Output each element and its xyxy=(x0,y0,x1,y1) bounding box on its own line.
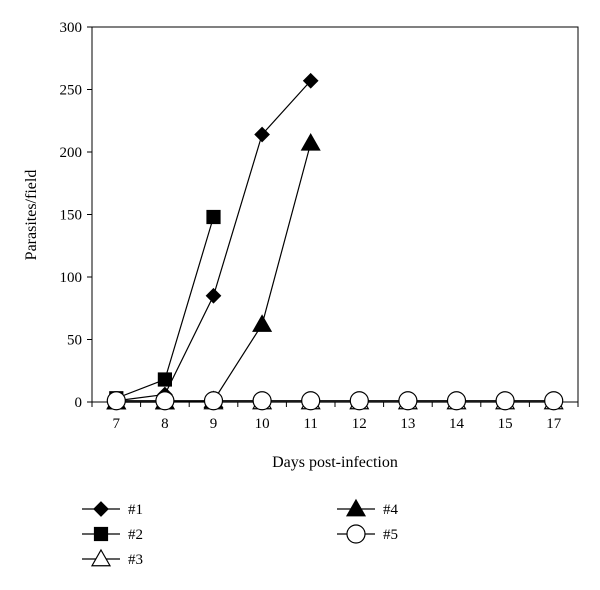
legend-label: #1 xyxy=(128,502,143,518)
x-tick-label: 17 xyxy=(546,416,562,432)
data-point xyxy=(446,391,467,411)
series-line xyxy=(116,80,312,402)
y-tick-label: 200 xyxy=(60,145,83,161)
legend-label: #4 xyxy=(383,502,399,518)
y-tick-label: 0 xyxy=(75,395,83,411)
x-tick-label: 13 xyxy=(400,416,415,432)
data-point xyxy=(398,391,418,411)
legend-item-4: #4 xyxy=(337,498,399,518)
data-point xyxy=(203,391,224,411)
series-1 xyxy=(108,72,319,409)
legend: #1 #2 #3 #4 #5 xyxy=(82,498,399,568)
legend-item-2: #2 xyxy=(82,526,143,543)
data-point xyxy=(544,391,564,411)
legend-label: #5 xyxy=(383,527,398,543)
x-axis-title: Days post-infection xyxy=(272,454,398,471)
legend-label: #3 xyxy=(128,552,143,568)
data-point xyxy=(106,391,126,411)
x-tick-label: 11 xyxy=(303,416,317,432)
x-tick-label: 15 xyxy=(498,416,513,432)
data-point xyxy=(349,391,369,411)
legend-marker xyxy=(346,524,366,544)
series-5 xyxy=(106,391,564,411)
data-point xyxy=(252,391,272,411)
series-2 xyxy=(109,209,221,406)
x-axis: 7 8 9 10 11 12 13 14 15 17 xyxy=(91,402,579,432)
legend-marker xyxy=(93,501,109,517)
series-4 xyxy=(106,133,321,410)
data-point xyxy=(252,314,273,332)
series-line xyxy=(116,143,312,403)
legend-marker xyxy=(90,548,112,567)
y-axis: 0 50 100 150 200 250 300 xyxy=(60,20,92,411)
legend-item-5: #5 xyxy=(337,524,398,544)
data-point xyxy=(301,391,321,411)
legend-item-1: #1 xyxy=(82,501,143,518)
x-tick-label: 10 xyxy=(255,416,270,432)
y-tick-label: 150 xyxy=(60,208,83,224)
series-line xyxy=(116,216,215,399)
y-tick-label: 250 xyxy=(60,83,83,99)
x-tick-label: 12 xyxy=(352,416,367,432)
data-point xyxy=(157,372,172,387)
data-point xyxy=(206,209,221,225)
data-point xyxy=(254,126,270,143)
legend-label: #2 xyxy=(128,527,143,543)
y-axis-title: Parasites/field xyxy=(23,170,40,261)
legend-marker xyxy=(93,526,109,542)
y-tick-label: 100 xyxy=(60,270,83,286)
data-point xyxy=(205,287,222,304)
series-layer xyxy=(106,72,564,411)
data-point xyxy=(495,391,515,411)
x-tick-label: 7 xyxy=(113,416,121,432)
x-tick-label: 8 xyxy=(161,416,169,432)
x-tick-label: 14 xyxy=(449,416,465,432)
data-point xyxy=(302,72,319,89)
y-tick-label: 50 xyxy=(67,333,82,349)
legend-marker xyxy=(345,498,367,517)
data-point xyxy=(300,133,321,151)
x-tick-label: 9 xyxy=(210,416,218,432)
data-point xyxy=(155,391,175,411)
plot-area xyxy=(91,26,579,403)
legend-item-3: #3 xyxy=(82,548,143,568)
y-tick-label: 300 xyxy=(60,20,83,36)
